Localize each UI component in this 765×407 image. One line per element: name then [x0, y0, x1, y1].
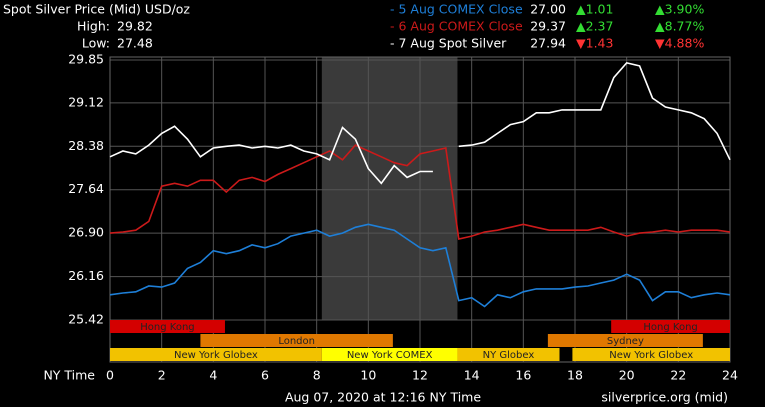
legend-change: ▲2.37: [576, 19, 613, 34]
x-tick-label: 2: [158, 368, 166, 383]
session-label: Sydney: [607, 336, 644, 347]
x-tick-label: 0: [106, 368, 114, 383]
legend-last: 29.37: [530, 19, 566, 34]
session-label: Hong Kong: [140, 322, 194, 333]
session-label: New York Globex: [609, 350, 693, 361]
x-tick-label: 24: [722, 368, 738, 383]
high-label: High:: [77, 19, 110, 34]
x-tick-label: 16: [515, 368, 531, 383]
session-bar: [321, 348, 458, 361]
legend-name: - 6 Aug COMEX Close: [390, 19, 523, 34]
footer-date: Aug 07, 2020 at 12:16 NY Time: [285, 390, 481, 405]
x-tick-label: 18: [567, 368, 583, 383]
x-tick-label: 20: [619, 368, 635, 383]
x-tick-label: 22: [670, 368, 686, 383]
chart-title: Spot Silver Price (Mid) USD/oz: [3, 2, 190, 17]
y-tick-label: 26.90: [68, 225, 104, 240]
x-tick-label: 4: [209, 368, 217, 383]
session-label: New York COMEX: [347, 350, 433, 361]
x-tick-label: 6: [261, 368, 269, 383]
session-label: New York Globex: [174, 350, 258, 361]
high-value: 29.82: [117, 19, 153, 34]
x-tick-label: 12: [412, 368, 428, 383]
legend-name: - 5 Aug COMEX Close: [390, 2, 523, 17]
session-bar: [110, 320, 225, 333]
session-label: London: [278, 336, 315, 347]
series-line: [109, 62, 731, 185]
plot-frame: [109, 56, 731, 363]
session-bar: [547, 334, 703, 347]
legend-change-pct: ▼4.88%: [655, 36, 704, 51]
legend-name: - 7 Aug Spot Silver: [390, 36, 507, 51]
series-line: [109, 144, 731, 240]
y-tick-label: 26.16: [68, 268, 104, 283]
series-line: [109, 223, 731, 308]
low-value: 27.48: [117, 36, 153, 51]
x-axis-label: NY Time: [43, 368, 95, 383]
y-tick-label: 25.42: [68, 312, 104, 327]
legend-last: 27.00: [530, 2, 566, 17]
legend-change: ▼1.43: [576, 36, 613, 51]
session-bar: [572, 348, 730, 361]
y-tick-label: 29.12: [68, 94, 104, 109]
footer-source: silverprice.org (mid): [601, 390, 728, 405]
y-tick-label: 27.64: [68, 181, 104, 196]
session-bar: [457, 348, 560, 361]
x-tick-label: 10: [360, 368, 376, 383]
session-bar: [200, 334, 393, 347]
legend-last: 27.94: [530, 36, 566, 51]
x-tick-label: 14: [464, 368, 480, 383]
session-label: NY Globex: [483, 350, 535, 361]
session-bar: [611, 320, 730, 333]
y-tick-label: 29.85: [68, 52, 104, 67]
session-shade: [321, 57, 458, 320]
legend-change-pct: ▲3.90%: [655, 2, 704, 17]
legend-change: ▲1.01: [576, 2, 613, 17]
legend-change-pct: ▲8.77%: [655, 19, 704, 34]
low-label: Low:: [82, 36, 110, 51]
x-tick-label: 8: [313, 368, 321, 383]
y-tick-label: 28.38: [68, 138, 104, 153]
session-label: Hong Kong: [643, 322, 697, 333]
session-bar: [110, 348, 322, 361]
